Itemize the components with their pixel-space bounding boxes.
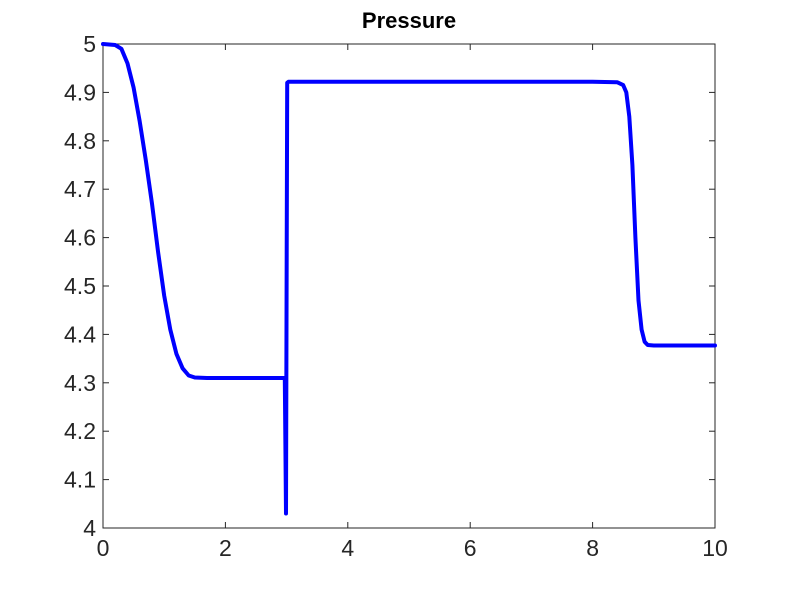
y-tick-label: 4.7: [64, 176, 96, 202]
plot-area-box: [102, 43, 716, 529]
chart-title: Pressure: [362, 8, 456, 33]
series-group: [101, 42, 717, 516]
y-tick-label: 4.9: [64, 79, 96, 105]
pressure-series-line: [101, 42, 717, 516]
x-tick-label: 6: [464, 535, 477, 561]
x-tick-label: 2: [219, 535, 232, 561]
y-tick-label: 4: [83, 515, 96, 541]
y-tick-labels: 4 4.1 4.2 4.3 4.4 4.5 4.6 4.7 4.8 4.9 5: [64, 31, 96, 541]
x-tick-label: 10: [702, 535, 728, 561]
y-tick-label: 4.2: [64, 418, 96, 444]
y-tick-label: 5: [83, 31, 96, 57]
y-tick-label: 4.3: [64, 370, 96, 396]
x-tick-label: 0: [97, 535, 110, 561]
y-tick-label: 4.6: [64, 225, 96, 251]
x-tick-label: 4: [341, 535, 354, 561]
y-tick-label: 4.5: [64, 273, 96, 299]
y-tick-label: 4.8: [64, 128, 96, 154]
y-tick-label: 4.1: [64, 467, 96, 493]
x-tick-label: 8: [586, 535, 599, 561]
y-tick-label: 4.4: [64, 321, 96, 347]
axis-ticks: [102, 43, 716, 529]
x-tick-labels: 0 2 4 6 8 10: [97, 535, 728, 561]
